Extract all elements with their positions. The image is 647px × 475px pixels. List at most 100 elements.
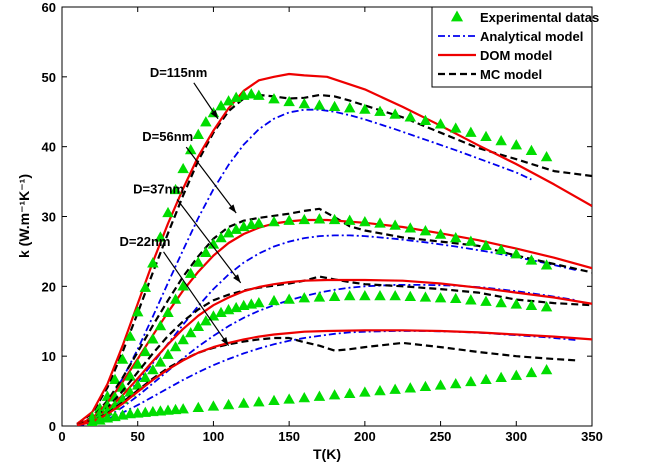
experimental-marker-d-115nm bbox=[283, 95, 295, 107]
experimental-marker-d-22nm bbox=[449, 377, 462, 389]
experimental-marker-d-22nm bbox=[313, 390, 326, 401]
experimental-marker-d-115nm bbox=[268, 93, 280, 104]
x-tick-label: 200 bbox=[354, 429, 376, 444]
mc-line-d-22nm bbox=[76, 336, 577, 426]
experimental-marker-d-22nm bbox=[169, 403, 182, 415]
experimental-marker-d-22nm bbox=[343, 387, 356, 399]
experimental-marker-d-115nm bbox=[419, 114, 432, 125]
experimental-marker-d-56nm bbox=[480, 239, 492, 250]
experimental-marker-d-56nm bbox=[404, 222, 417, 233]
experimental-marker-d-56nm bbox=[192, 256, 205, 267]
annotation-arrow bbox=[176, 199, 242, 284]
experimental-marker-d-22nm bbox=[434, 379, 447, 390]
experimental-marker-d-56nm bbox=[359, 215, 371, 227]
experimental-marker-d-56nm bbox=[434, 228, 447, 239]
experimental-marker-d-115nm bbox=[495, 134, 507, 146]
experimental-marker-d-115nm bbox=[465, 126, 477, 137]
experimental-marker-d-115nm bbox=[359, 103, 371, 114]
experimental-marker-d-56nm bbox=[139, 345, 152, 357]
experimental-marker-d-115nm bbox=[510, 139, 523, 150]
experimental-marker-d-22nm bbox=[283, 393, 295, 404]
experimental-marker-d-37nm bbox=[162, 348, 174, 359]
experimental-marker-d-115nm bbox=[124, 330, 136, 341]
experimental-marker-d-22nm bbox=[540, 364, 553, 375]
experimental-marker-d-22nm bbox=[139, 406, 152, 417]
x-tick-label: 50 bbox=[130, 429, 144, 444]
x-tick-label: 250 bbox=[430, 429, 452, 444]
experimental-marker-d-56nm bbox=[131, 358, 144, 369]
experimental-marker-d-22nm bbox=[124, 408, 136, 419]
experimental-marker-d-115nm bbox=[389, 108, 401, 119]
y-tick-label: 20 bbox=[42, 279, 56, 294]
annotation-arrowhead bbox=[233, 274, 241, 283]
experimental-marker-d-115nm bbox=[343, 102, 356, 113]
experimental-marker-d-22nm bbox=[207, 400, 220, 411]
experimental-marker-d-56nm bbox=[465, 235, 477, 246]
experimental-marker-d-37nm bbox=[139, 371, 152, 382]
experimental-marker-d-56nm bbox=[184, 267, 197, 278]
experimental-marker-d-22nm bbox=[253, 396, 265, 407]
y-tick-label: 10 bbox=[42, 349, 56, 364]
legend-label-experimental: Experimental datas bbox=[480, 10, 599, 25]
y-tick-label: 40 bbox=[42, 140, 56, 155]
experimental-marker-d-115nm bbox=[116, 353, 129, 364]
experimental-marker-d-56nm bbox=[200, 246, 212, 257]
experimental-marker-d-37nm bbox=[389, 289, 401, 301]
annotation-layer: D=115nm D=56nm D=37nm D=22nm bbox=[120, 65, 242, 347]
experimental-marker-d-37nm bbox=[207, 310, 220, 321]
experimental-marker-d-115nm bbox=[169, 183, 182, 195]
experimental-marker-d-115nm bbox=[404, 111, 417, 122]
experimental-marker-d-56nm bbox=[162, 306, 174, 318]
experimental-marker-d-37nm bbox=[154, 356, 167, 367]
experimental-marker-d-56nm bbox=[283, 214, 295, 225]
experimental-marker-d-22nm bbox=[131, 407, 144, 418]
experimental-marker-d-22nm bbox=[480, 373, 492, 385]
experimental-marker-d-37nm bbox=[177, 333, 189, 345]
experimental-marker-d-56nm bbox=[374, 217, 386, 228]
experimental-marker-d-22nm bbox=[237, 397, 250, 408]
experimental-marker-d-56nm bbox=[449, 232, 462, 243]
experimental-marker-d-115nm bbox=[147, 257, 159, 268]
mc-line-d-56nm bbox=[76, 207, 592, 426]
experimental-marker-d-115nm bbox=[540, 151, 553, 162]
experimental-marker-d-37nm bbox=[449, 292, 462, 304]
experimental-marker-d-37nm bbox=[268, 294, 280, 306]
experimental-marker-d-115nm bbox=[245, 88, 258, 99]
experimental-marker-d-115nm bbox=[192, 128, 205, 139]
annotation-label: D=115nm bbox=[150, 65, 207, 80]
y-tick-label: 50 bbox=[42, 70, 56, 85]
annotation-arrowhead bbox=[221, 336, 229, 346]
y-tick-label: 60 bbox=[42, 0, 56, 15]
experimental-marker-d-37nm bbox=[465, 294, 477, 305]
experimental-marker-d-56nm bbox=[540, 259, 553, 270]
experimental-marker-d-22nm bbox=[298, 391, 311, 403]
experimental-marker-d-22nm bbox=[465, 375, 477, 387]
experimental-marker-d-37nm bbox=[419, 291, 432, 302]
experimental-marker-d-115nm bbox=[154, 231, 167, 242]
experimental-marker-d-37nm bbox=[253, 296, 265, 308]
experimental-marker-d-37nm bbox=[404, 290, 417, 301]
legend-label-mc: MC model bbox=[480, 67, 542, 82]
experimental-marker-d-22nm bbox=[495, 371, 507, 382]
experimental-marker-d-22nm bbox=[192, 401, 205, 412]
experimental-marker-d-56nm bbox=[253, 217, 265, 228]
experimental-marker-d-56nm bbox=[169, 293, 182, 304]
experimental-marker-d-115nm bbox=[434, 118, 447, 129]
x-tick-label: 300 bbox=[505, 429, 527, 444]
annotation-label: D=22nm bbox=[120, 234, 171, 249]
legend-label-dom: DOM model bbox=[480, 48, 552, 63]
experimental-marker-d-37nm bbox=[510, 298, 523, 309]
experimental-marker-d-22nm bbox=[268, 394, 280, 406]
experimental-marker-d-56nm bbox=[230, 223, 242, 234]
x-tick-label: 350 bbox=[581, 429, 603, 444]
experimental-marker-d-115nm bbox=[200, 116, 212, 127]
x-tick-label: 150 bbox=[278, 429, 300, 444]
legend: Experimental datas Analytical model DOM … bbox=[431, 6, 599, 88]
experimental-marker-d-37nm bbox=[374, 289, 386, 301]
experimental-marker-d-22nm bbox=[162, 404, 174, 415]
experimental-marker-d-115nm bbox=[328, 100, 341, 112]
dom-line-d-37nm bbox=[76, 278, 592, 426]
experimental-marker-d-56nm bbox=[154, 320, 167, 331]
annotation-label: D=56nm bbox=[142, 129, 193, 144]
